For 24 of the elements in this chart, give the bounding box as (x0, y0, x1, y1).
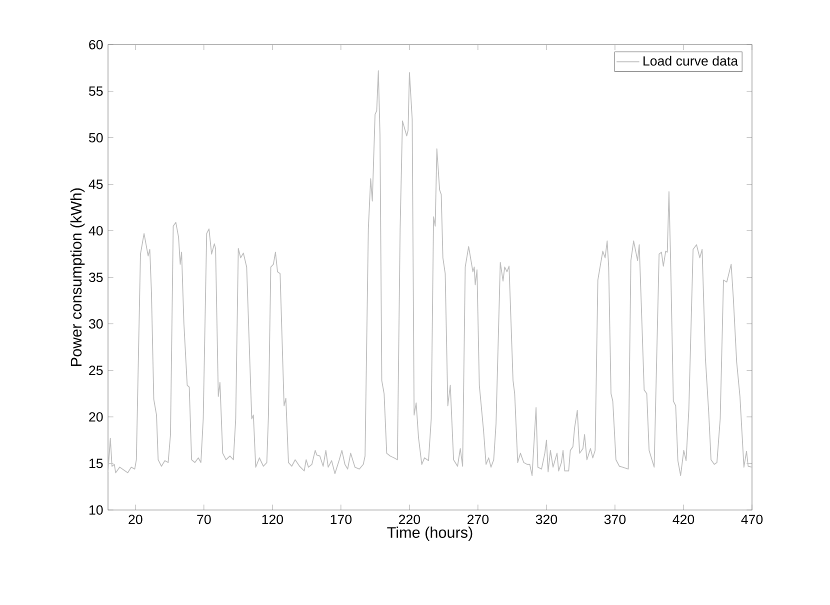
y-axis-title: Power consumption (kWh) (70, 188, 85, 366)
y-tick-label: 45 (88, 180, 103, 189)
y-tick-label: 30 (88, 319, 103, 329)
x-tick-label: 370 (604, 514, 626, 524)
x-tick-label: 120 (262, 514, 284, 524)
x-tick-label: 270 (468, 514, 489, 524)
x-tick-label: 320 (536, 514, 558, 524)
y-tick-label: 40 (88, 226, 103, 236)
y-tick-label: 55 (89, 86, 103, 96)
y-tick-label: 25 (89, 366, 103, 376)
x-tick-label: 470 (741, 514, 763, 524)
y-tick-label: 20 (89, 412, 103, 422)
y-tick-label: 35 (88, 272, 103, 282)
x-tick-label: 70 (197, 514, 211, 524)
y-tick-label: 10 (89, 505, 103, 515)
x-axis-title: Time (hours) (387, 526, 472, 541)
y-tick-label: 60 (89, 40, 103, 50)
y-tick-label: 15 (89, 458, 103, 468)
y-tick-label: 50 (89, 133, 103, 142)
x-tick-label: 220 (399, 514, 420, 524)
x-tick-label: 20 (128, 514, 142, 524)
x-tick-label: 420 (672, 514, 694, 524)
legend-label: Load curve data (644, 56, 738, 66)
x-tick-label: 170 (330, 514, 352, 524)
